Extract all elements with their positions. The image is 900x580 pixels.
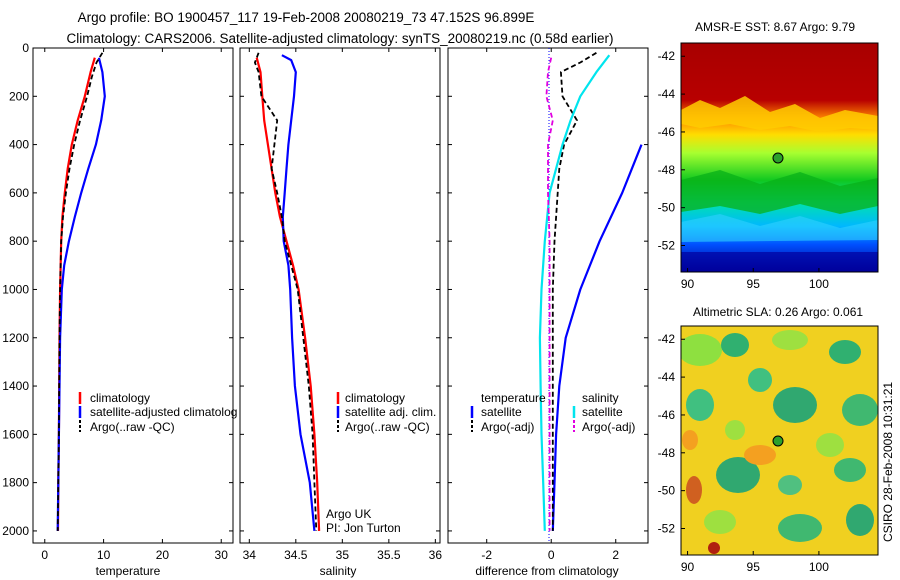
salinity-xlabel: salinity <box>320 564 357 578</box>
map-x-tick-label: 100 <box>809 277 829 291</box>
sla-axis-ticks: -42 -44 -46 -48 -50 -52 90 95 100 <box>658 332 830 574</box>
map-y-tick-label: -50 <box>658 484 676 498</box>
map-x-tick-label: 95 <box>747 560 761 574</box>
difference-panel-frame <box>447 47 649 544</box>
legend-label: Argo(-adj) <box>481 420 534 434</box>
map-y-tick-label: -46 <box>658 125 676 139</box>
difference-xlabel: difference from climatology <box>475 564 618 578</box>
x-tick-label: 35.5 <box>377 548 401 562</box>
argo-position-marker <box>772 435 784 447</box>
sst-cyan-band <box>681 214 878 242</box>
sst-axis-ticks: -42 -44 -46 -48 -50 -52 90 95 100 <box>658 49 830 291</box>
legend-label: Argo(-adj) <box>582 420 635 434</box>
map-x-tick-label: 100 <box>809 560 829 574</box>
depth-tick-label: 800 <box>9 234 29 248</box>
series-line-temperature-argo-adj <box>551 52 597 531</box>
figure-title-line1: Argo profile: BO 1900457_117 19-Feb-2008… <box>78 10 535 25</box>
depth-tick-label: 1400 <box>2 379 29 393</box>
map-y-tick-label: -46 <box>658 408 676 422</box>
timestamp-side-label: CSIRO 28-Feb-2008 10:31:21 <box>881 382 895 542</box>
legend-label: satellite adj. clim. <box>345 405 436 419</box>
temperature-xlabel: temperature <box>96 564 161 578</box>
sst-green-band <box>681 170 878 214</box>
float-pi-note: PI: Jon Turton <box>326 521 401 535</box>
x-tick-label: 30 <box>215 548 229 562</box>
legend-label: climatology <box>345 391 405 405</box>
sst-deep-blue <box>681 252 878 272</box>
sla-map: Altimetric SLA: 0.26 Argo: 0.061 <box>658 305 879 574</box>
x-tick-label: 34.5 <box>284 548 308 562</box>
sst-front <box>681 96 878 132</box>
series-line-climatology <box>255 57 321 531</box>
float-owner-note: Argo UK <box>326 507 371 521</box>
legend-label: satellite <box>582 405 623 419</box>
map-y-tick-label: -50 <box>658 201 676 215</box>
x-tick-label: 10 <box>97 548 111 562</box>
map-y-tick-label: -44 <box>658 87 676 101</box>
legend-label: satellite-adjusted climatolog <box>90 405 237 419</box>
depth-tick-label: 1200 <box>2 331 29 345</box>
argo-position-marker <box>772 152 784 164</box>
legend-label: Argo(..raw -QC) <box>90 420 175 434</box>
x-tick-label: 0 <box>548 548 555 562</box>
temperature-panel-frame <box>32 47 234 544</box>
difference-legend: temperature satellite Argo(-adj) salinit… <box>470 391 635 434</box>
map-x-tick-label: 95 <box>747 277 761 291</box>
legend-label: climatology <box>90 391 150 405</box>
sst-map-title: AMSR-E SST: 8.67 Argo: 9.79 <box>695 20 855 34</box>
map-y-tick-label: -42 <box>658 332 676 346</box>
map-y-tick-label: -48 <box>658 446 676 460</box>
depth-tick-label: 1800 <box>2 476 29 490</box>
profile-curves <box>56 52 643 532</box>
x-tick-label: 0 <box>41 548 48 562</box>
legend-label: Argo(..raw -QC) <box>345 420 430 434</box>
depth-tick-label: 200 <box>9 89 29 103</box>
map-y-tick-label: -48 <box>658 163 676 177</box>
depth-tick-label: 600 <box>9 186 29 200</box>
salinity-panel-frame <box>239 47 441 544</box>
map-x-tick-label: 90 <box>681 277 695 291</box>
map-y-tick-label: -42 <box>658 49 676 63</box>
x-tick-label: 36 <box>429 548 443 562</box>
x-tick-label: 20 <box>156 548 170 562</box>
series-line-temperature-satellite <box>551 144 643 531</box>
series-line-climatology <box>56 57 96 531</box>
depth-tick-label: 0 <box>22 41 29 55</box>
figure-title-line2: Climatology: CARS2006. Satellite-adjuste… <box>66 31 613 46</box>
depth-tick-label: 2000 <box>2 524 29 538</box>
legend-title-temperature: temperature <box>481 391 546 405</box>
depth-tick-label: 1000 <box>2 282 29 296</box>
legend-label: satellite <box>481 405 522 419</box>
map-y-tick-label: -44 <box>658 370 676 384</box>
series-line-satellite-adjusted-climatolog <box>56 57 106 531</box>
x-tick-label: -2 <box>481 548 492 562</box>
series-line-salinity-satellite <box>538 54 611 531</box>
map-y-tick-label: -52 <box>658 239 676 253</box>
sst-map: AMSR-E SST: 8.67 Argo: 9.79 -42 -44 -46 -48… <box>658 20 879 291</box>
sla-map-frame <box>680 325 879 556</box>
temperature-legend: climatology satellite-adjusted climatolo… <box>78 391 237 434</box>
sla-eddies <box>681 330 878 554</box>
map-x-tick-label: 90 <box>681 560 695 574</box>
sst-map-frame <box>680 42 879 273</box>
series-line-argo-raw-qc <box>253 52 318 531</box>
x-tick-label: 34 <box>243 548 257 562</box>
legend-title-salinity: salinity <box>582 391 619 405</box>
x-tick-label: 35 <box>336 548 350 562</box>
salinity-legend: climatology satellite adj. clim. Argo(..… <box>326 391 436 535</box>
x-tick-label: 2 <box>612 548 619 562</box>
sla-map-title: Altimetric SLA: 0.26 Argo: 0.061 <box>693 305 863 319</box>
depth-tick-label: 400 <box>9 138 29 152</box>
depth-tick-label: 1600 <box>2 427 29 441</box>
axis-ticks: 0 10 20 30020040060080010001200140016001800… <box>2 41 648 562</box>
map-y-tick-label: -52 <box>658 522 676 536</box>
series-line-salinity-argo-adj <box>545 57 554 531</box>
series-line-argo-raw-qc <box>56 52 104 531</box>
